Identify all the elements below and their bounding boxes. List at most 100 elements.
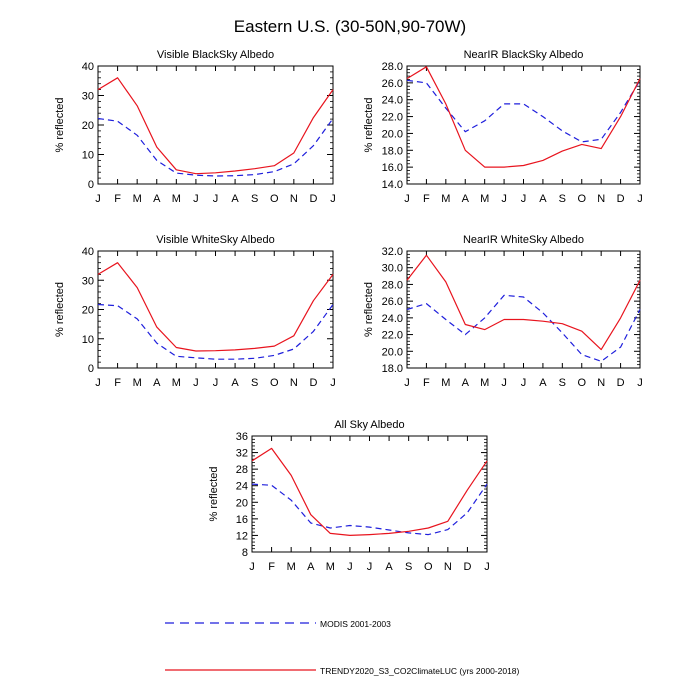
y-tick-label: 20 <box>82 305 94 317</box>
x-tick-label: F <box>114 377 121 389</box>
x-tick-label: O <box>577 377 586 389</box>
plot-frame <box>406 65 641 185</box>
panel-all-sky: All Sky Albedo % reflected 8 12 16 20 24 28 32 36… <box>208 419 490 573</box>
x-tick-label: M <box>172 377 181 389</box>
x-tick-label: O <box>270 377 279 389</box>
y-tick-label: 8 <box>242 547 248 559</box>
y-tick-label: 40 <box>82 246 94 258</box>
y-tick-label: 20 <box>82 120 94 132</box>
x-tick-label: A <box>307 561 315 573</box>
y-tick-label: 18.0 <box>382 145 403 157</box>
x-tick-label: N <box>290 377 298 389</box>
x-tick-label: N <box>597 377 605 389</box>
modis-series-line <box>406 79 641 143</box>
y-tick-label: 32 <box>236 448 248 460</box>
trendy-series-line <box>406 254 641 351</box>
x-tick-label: O <box>424 561 433 573</box>
panel-title: All Sky Albedo <box>334 419 404 431</box>
x-tick-label: A <box>153 193 161 205</box>
x-tick-label: D <box>309 377 317 389</box>
panel-title: NearIR BlackSky Albedo <box>464 49 584 61</box>
y-tick-label: 36 <box>236 431 248 443</box>
x-tick-label: A <box>462 377 470 389</box>
panel-title: Visible BlackSky Albedo <box>157 49 274 61</box>
y-tick-label: 28.0 <box>382 61 403 73</box>
x-tick-label: J <box>330 193 336 205</box>
panel-nir-white: NearIR WhiteSky Albedo % reflected 18.0 20.… <box>363 234 643 389</box>
x-tick-label: S <box>405 561 412 573</box>
x-tick-label: F <box>114 193 121 205</box>
x-tick-label: J <box>193 193 199 205</box>
panel-title: Visible WhiteSky Albedo <box>156 234 274 246</box>
x-tick-label: S <box>559 377 566 389</box>
y-tick-label: 30 <box>82 91 94 103</box>
x-tick-label: M <box>133 193 142 205</box>
x-tick-label: A <box>231 377 239 389</box>
y-tick-label: 24 <box>236 481 248 493</box>
y-tick-label: 20.0 <box>382 128 403 140</box>
trendy-series-line <box>406 66 641 168</box>
x-tick-label: D <box>463 561 471 573</box>
x-tick-label: J <box>213 377 219 389</box>
x-tick-label: M <box>441 193 450 205</box>
modis-series-line <box>251 483 488 536</box>
y-tick-label: 30.0 <box>382 263 403 275</box>
y-tick-label: 0 <box>88 363 94 375</box>
panel-nir-black: NearIR BlackSky Albedo % reflected 14.0 16.… <box>363 49 643 205</box>
modis-series-line <box>406 294 641 362</box>
x-tick-label: J <box>501 193 507 205</box>
x-tick-label: J <box>193 377 199 389</box>
panels: Visible BlackSky Albedo % reflected 0 10 20 3… <box>54 49 643 573</box>
x-tick-label: J <box>404 193 410 205</box>
x-tick-label: D <box>617 377 625 389</box>
y-tick-label: 26.0 <box>382 78 403 90</box>
plot-frame <box>406 250 641 369</box>
x-tick-label: S <box>559 193 566 205</box>
x-tick-label: J <box>484 561 490 573</box>
x-tick-label: J <box>330 377 336 389</box>
y-tick-label: 0 <box>88 179 94 191</box>
panel-vis-white: Visible WhiteSky Albedo % reflected 0 10 20 3… <box>54 234 336 389</box>
panel-title: NearIR WhiteSky Albedo <box>463 234 584 246</box>
y-tick-label: 12 <box>236 530 248 542</box>
y-tick-label: 28.0 <box>382 279 403 291</box>
x-tick-label: O <box>270 193 279 205</box>
y-axis-label: % reflected <box>208 466 220 521</box>
panel-vis-black: Visible BlackSky Albedo % reflected 0 10 20 3… <box>54 49 336 205</box>
x-tick-label: A <box>231 193 239 205</box>
modis-series-line <box>97 117 334 177</box>
x-tick-label: N <box>597 193 605 205</box>
x-tick-label: A <box>385 561 393 573</box>
y-tick-label: 40 <box>82 61 94 73</box>
x-tick-label: A <box>462 193 470 205</box>
x-tick-label: J <box>404 377 410 389</box>
x-tick-label: J <box>637 377 643 389</box>
plot-frame <box>97 65 334 185</box>
x-tick-label: A <box>539 193 547 205</box>
y-tick-label: 10 <box>82 334 94 346</box>
y-tick-label: 30 <box>82 275 94 287</box>
x-tick-label: M <box>287 561 296 573</box>
x-tick-label: F <box>423 193 430 205</box>
legend-modis-label: MODIS 2001-2003 <box>320 619 391 629</box>
x-tick-label: D <box>309 193 317 205</box>
x-tick-label: M <box>480 193 489 205</box>
x-tick-label: J <box>501 377 507 389</box>
y-axis-label: % reflected <box>363 282 375 337</box>
y-tick-label: 16.0 <box>382 162 403 174</box>
y-tick-label: 24.0 <box>382 313 403 325</box>
x-tick-label: J <box>249 561 255 573</box>
legend: MODIS 2001-2003 TRENDY2020_S3_CO2Climate… <box>165 619 520 676</box>
x-tick-label: M <box>441 377 450 389</box>
y-tick-label: 32.0 <box>382 246 403 258</box>
y-tick-label: 28 <box>236 464 248 476</box>
x-tick-label: M <box>172 193 181 205</box>
x-tick-label: M <box>480 377 489 389</box>
trendy-series-line <box>97 77 334 175</box>
x-tick-label: N <box>444 561 452 573</box>
x-tick-label: A <box>153 377 161 389</box>
y-tick-label: 14.0 <box>382 179 403 191</box>
y-axis-label: % reflected <box>363 97 375 152</box>
x-tick-label: D <box>617 193 625 205</box>
